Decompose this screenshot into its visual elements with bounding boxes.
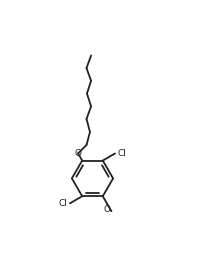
Text: O: O xyxy=(75,149,82,158)
Text: Cl: Cl xyxy=(59,200,68,208)
Text: O: O xyxy=(104,205,111,214)
Text: Cl: Cl xyxy=(117,148,126,158)
